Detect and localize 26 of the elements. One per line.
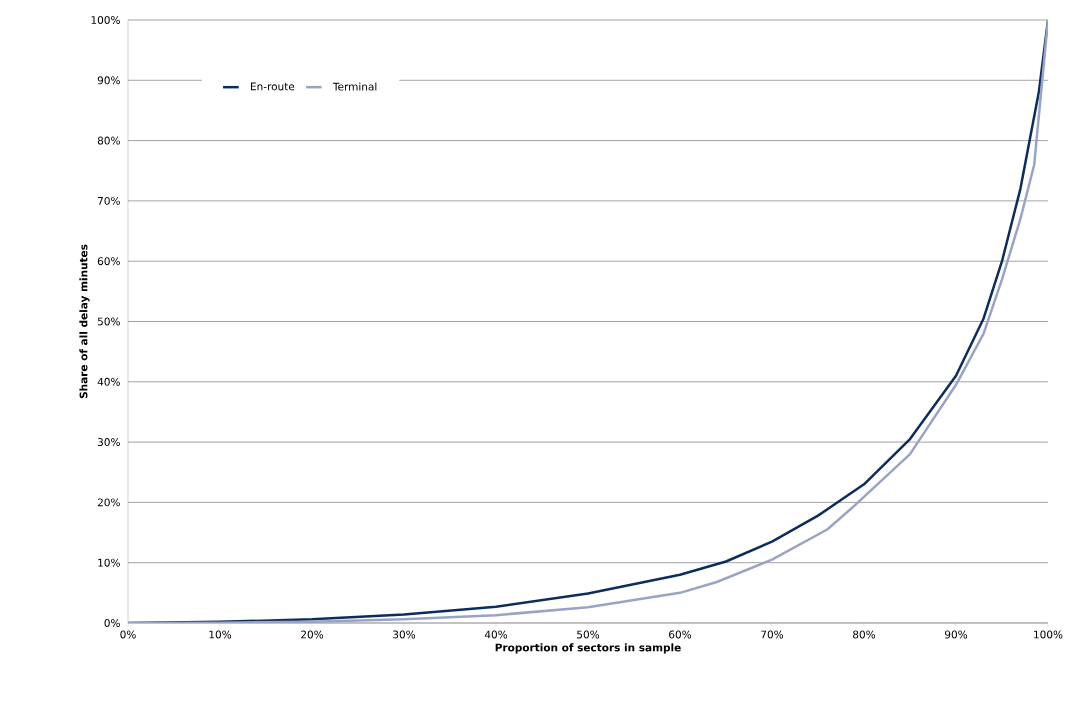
x-tick-label: 40% — [484, 630, 508, 639]
x-tick-label: 20% — [301, 630, 324, 639]
y-tick-label: 0% — [104, 619, 120, 627]
x-tick-label: 90% — [944, 630, 968, 639]
y-tick-label: 20% — [97, 498, 120, 507]
y-tick-label: 70% — [98, 196, 120, 205]
y-tick-label: 50% — [97, 317, 120, 326]
x-tick-label: 10% — [209, 630, 232, 639]
y-tick-label: 60% — [97, 257, 120, 266]
x-tick-label: 30% — [393, 630, 416, 639]
x-tick-label: 80% — [853, 630, 876, 639]
y-tick-label: 100% — [91, 16, 120, 24]
x-tick-label: 100% — [1034, 630, 1063, 639]
y-axis-title: Share of all delay minutes — [79, 244, 90, 399]
x-tick-label: 60% — [669, 630, 692, 639]
legend-label: Terminal — [332, 82, 377, 91]
x-axis-title: Proportion of sectors in sample — [495, 643, 681, 654]
x-tick-label: 0% — [120, 630, 136, 639]
y-tick-label: 40% — [97, 377, 120, 386]
y-tick-label: 10% — [98, 558, 120, 567]
y-tick-label: 90% — [97, 76, 120, 85]
y-tick-label: 80% — [97, 136, 120, 145]
legend-label: En-route — [250, 82, 295, 91]
x-tick-label: 50% — [577, 630, 600, 639]
y-tick-label: 30% — [97, 438, 120, 447]
x-tick-label: 70% — [761, 630, 784, 639]
